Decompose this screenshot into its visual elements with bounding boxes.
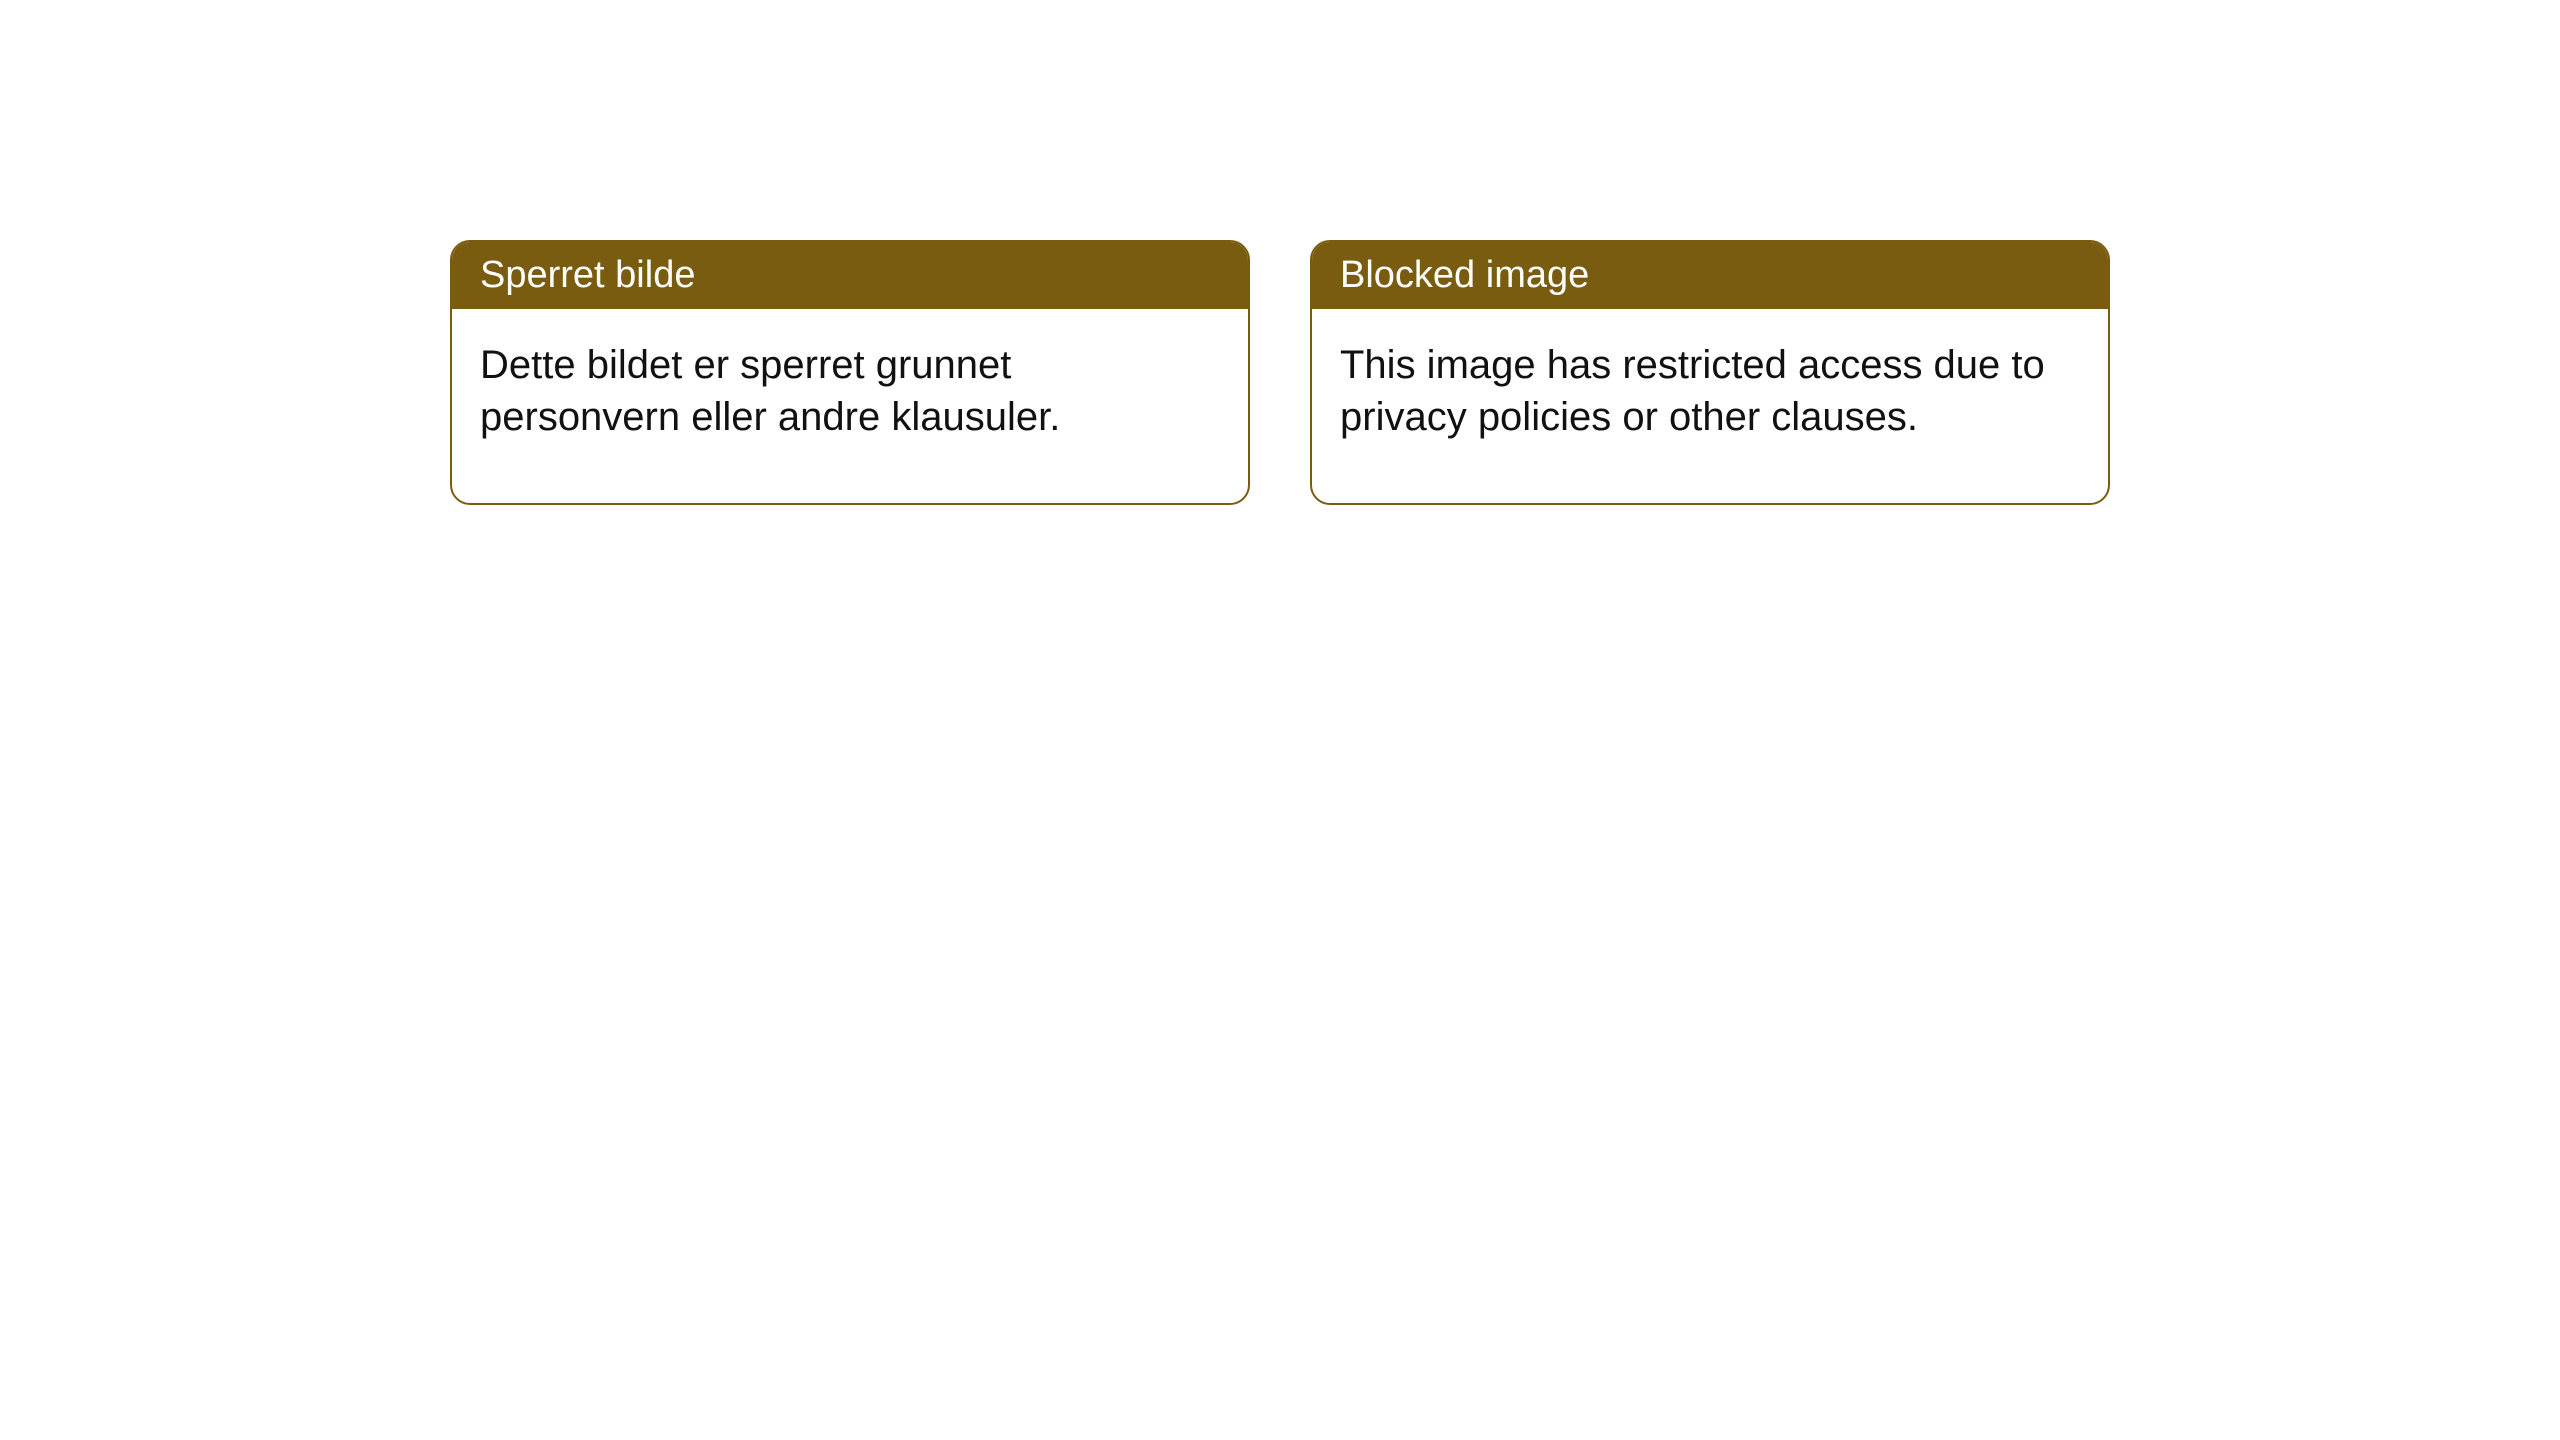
notice-cards-container: Sperret bilde Dette bildet er sperret gr… — [450, 240, 2110, 505]
notice-card-norwegian: Sperret bilde Dette bildet er sperret gr… — [450, 240, 1250, 505]
card-title: Sperret bilde — [452, 242, 1248, 309]
card-body-text: This image has restricted access due to … — [1312, 309, 2108, 503]
notice-card-english: Blocked image This image has restricted … — [1310, 240, 2110, 505]
card-body-text: Dette bildet er sperret grunnet personve… — [452, 309, 1248, 503]
card-title: Blocked image — [1312, 242, 2108, 309]
